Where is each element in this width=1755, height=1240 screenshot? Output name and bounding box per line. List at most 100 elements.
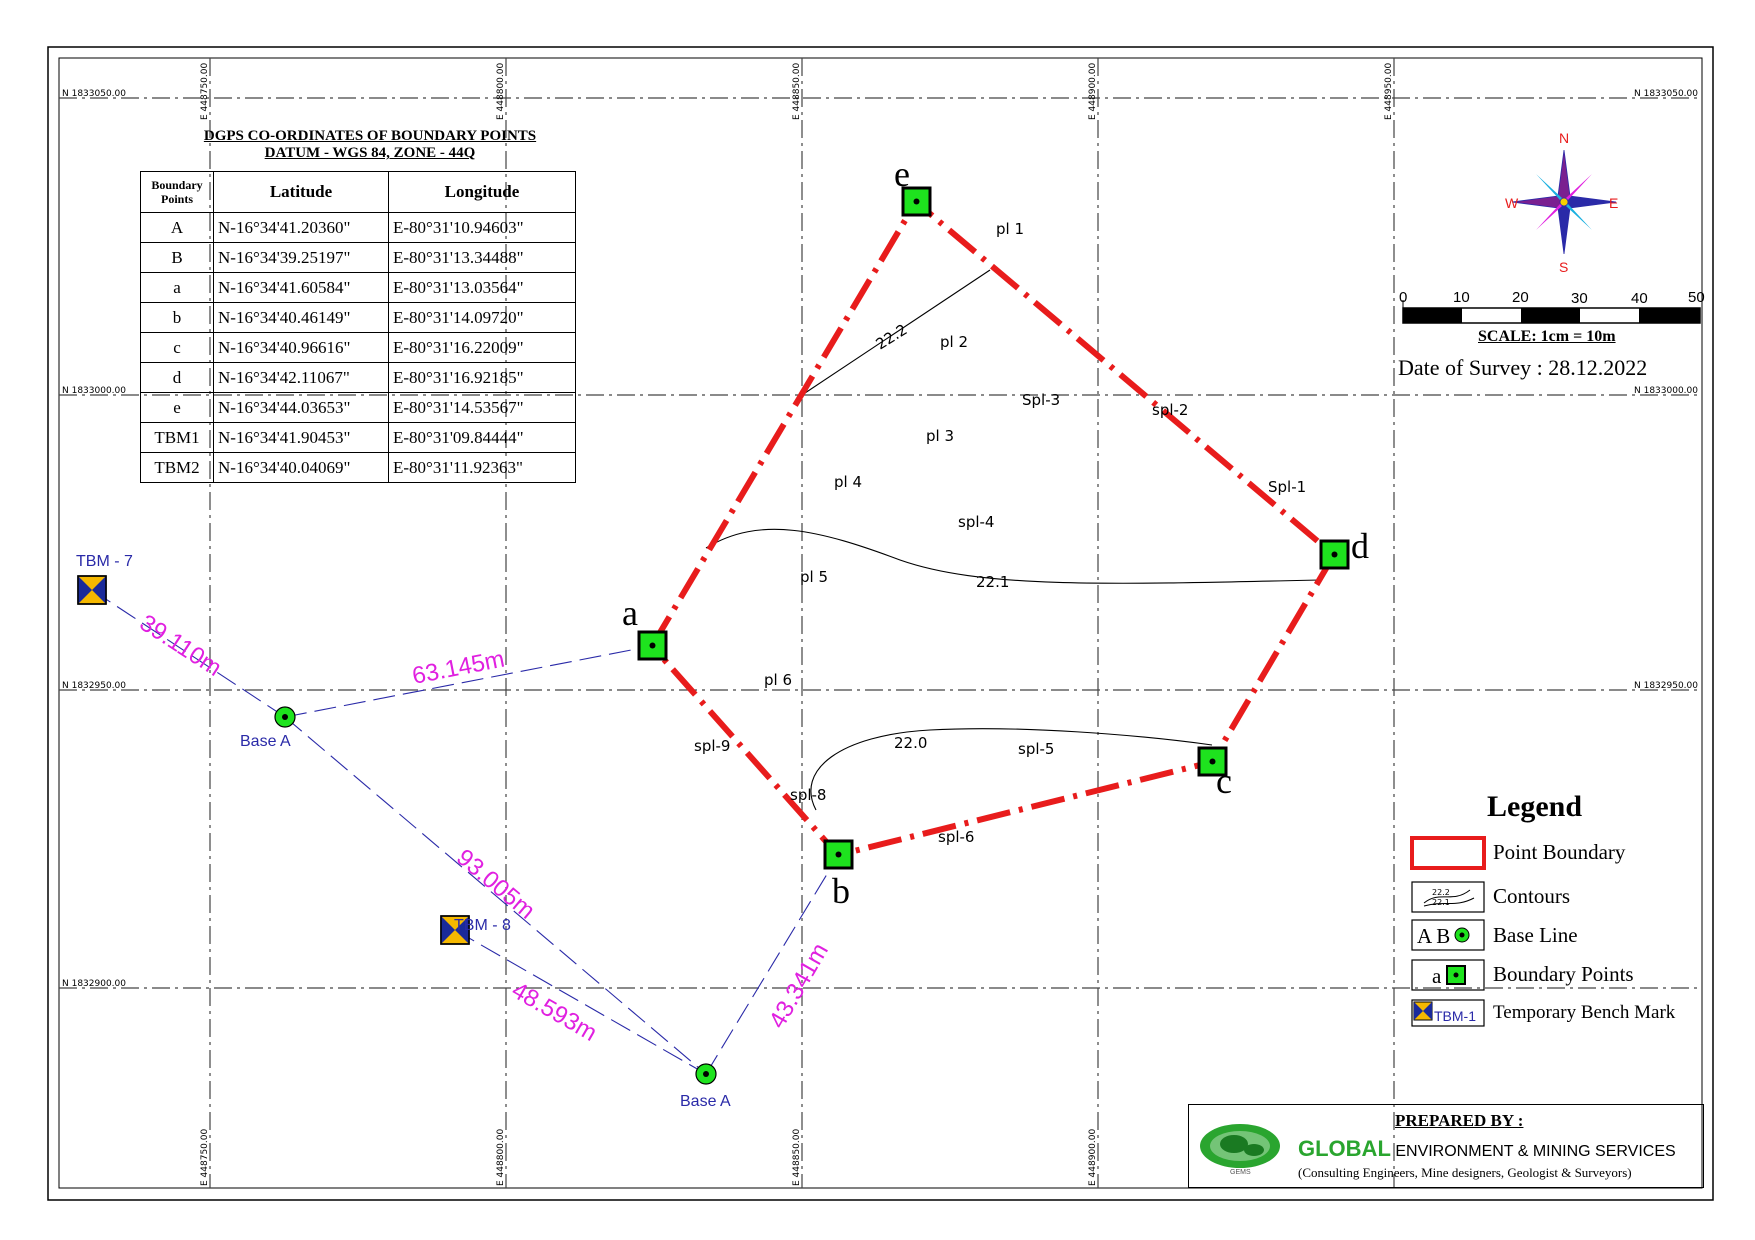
table-row: TBM2 N-16°34'40.04069" E-80°31'11.92363" [140,452,576,483]
cell-lat: N-16°34'44.03653" [213,392,389,423]
northing-labels: N 1833050.00 N 1833050.00 N 1833000.00 N… [62,89,1698,989]
grid-lines [59,58,1702,1188]
base-station-1[interactable] [274,706,296,728]
table-row: b N-16°34'40.46149" E-80°31'14.09720" [140,302,576,333]
inner-frame [58,57,1703,1189]
spot-label: pl 1 [996,220,1024,238]
easting-label: E 448750.00 [200,1129,210,1186]
scale-ticks: 0 10 20 30 40 50 [1399,289,1705,307]
legend-contour-text: 22.2 [1432,888,1450,897]
table-subtitle: DATUM - WGS 84, ZONE - 44Q [264,145,476,161]
compass-n: N [1559,130,1569,146]
boundary-point-labels: a b c d e [622,154,1369,911]
cell-point: c [140,332,214,363]
compass-w: W [1505,195,1519,211]
boundary-point-d[interactable] [1319,539,1350,570]
contour-labels: 22.2 22.1 22.0 [873,320,1010,752]
northing-label: N 1832900.00 [62,979,126,989]
legend-tbm-icon [1411,999,1485,1027]
spot-label: spl-6 [938,828,974,846]
northing-label: N 1833000.00 [1634,386,1698,396]
table-row: B N-16°34'39.25197" E-80°31'13.34488" [140,242,576,273]
compass-e: E [1609,195,1618,211]
company-name-bold: GLOBAL [1298,1136,1391,1161]
tbm-8-icon[interactable] [440,915,470,945]
contour-22-0 [810,728,1213,811]
spot-label: pl 6 [764,671,792,689]
spot-label: spl-9 [694,737,730,755]
boundary-point-a[interactable] [637,630,668,661]
cell-lon: E-80°31'16.22009" [388,332,576,363]
spot-label: pl 4 [834,473,862,491]
cell-lon: E-80°31'14.09720" [388,302,576,333]
boundary-point-c[interactable] [1197,746,1228,777]
legend-contour-icon [1411,881,1485,913]
contour-label: 22.2 [873,320,911,353]
contour-22-1 [705,528,1321,584]
easting-label: E 448900.00 [1088,1129,1098,1186]
legend-baseline-icon [1411,919,1485,951]
cell-lon: E-80°31'09.84444" [388,422,576,453]
cell-lat: N-16°34'40.04069" [213,452,389,483]
tbm-label: TBM - 7 [76,553,133,570]
distance-label: 93.005m [451,844,540,925]
cell-point: e [140,392,214,423]
point-label-a: a [622,593,638,633]
point-label-d: d [1351,526,1369,566]
cell-lon: E-80°31'14.53567" [388,392,576,423]
contour-22-2 [801,269,991,396]
outer-frame [47,46,1714,1201]
legend-item-point-boundary: Point Boundary [1493,840,1626,864]
cell-lat: N-16°34'39.25197" [213,242,389,273]
base-lines [91,589,839,1075]
legend-boundarypt-icon [1411,959,1485,991]
cell-lat: N-16°34'40.46149" [213,302,389,333]
easting-label: E 448900.00 [1088,63,1098,120]
point-label-b: b [832,871,850,911]
distance-labels: 39.110m 63.145m 93.005m 48.593m 43.341m [135,609,834,1047]
point-label-c: c [1216,761,1232,801]
easting-label: E 448750.00 [200,63,210,120]
company-name: GLOBAL ENVIRONMENT & MINING SERVICES [1298,1136,1676,1162]
legend-item-contours: Contours [1493,884,1571,908]
distance-label: 48.593m [507,977,601,1047]
cell-lon: E-80°31'13.03564" [388,272,576,303]
table-heading: DGPS CO-ORDINATES OF BOUNDARY POINTS DAT… [140,128,600,162]
scale-tick: 10 [1453,289,1470,306]
base-label: Base A [680,1093,731,1110]
easting-labels: E 448750.00 E 448800.00 E 448850.00 E 44… [200,63,1394,1186]
cell-lat: N-16°34'42.11067" [213,362,389,393]
compass-letters: N S E W [1505,130,1618,275]
cell-lon: E-80°31'16.92185" [388,362,576,393]
table-row: c N-16°34'40.96616" E-80°31'16.22009" [140,332,576,363]
cell-lat: N-16°34'41.20360" [213,212,389,243]
easting-label: E 448850.00 [792,1129,802,1186]
point-boundary [648,197,1338,859]
cell-lon: E-80°31'10.94603" [388,212,576,243]
northing-label: N 1832950.00 [62,681,126,691]
tbm-7-icon[interactable] [77,575,107,605]
col-header: Boundary Points [140,171,214,213]
spot-label: spl-2 [1152,401,1188,419]
boundary-point-b[interactable] [823,839,854,870]
spot-labels: pl 1 pl 2 pl 3 pl 4 pl 5 pl 6 Spl-3 spl-… [694,220,1306,846]
spot-label: pl 5 [800,568,828,586]
table-row: d N-16°34'42.11067" E-80°31'16.92185" [140,362,576,393]
easting-label: E 448950.00 [1384,63,1394,120]
northing-label: N 1833050.00 [62,89,126,99]
spot-label: pl 3 [926,427,954,445]
legend-tbm-text: TBM-1 [1434,1008,1476,1024]
boundary-point-e[interactable] [901,186,932,217]
cell-lat: N-16°34'41.60584" [213,272,389,303]
spot-label: spl-5 [1018,740,1054,758]
spot-label: Spl-3 [1022,391,1060,409]
base-station-2[interactable] [695,1063,717,1085]
northing-label: N 1832950.00 [1634,681,1698,691]
cell-point: A [140,212,214,243]
scale-tick: 50 [1688,289,1705,306]
col-header: Longitude [388,171,576,213]
table-header-row: Boundary Points Latitude Longitude [140,171,576,213]
distance-label: 63.145m [410,646,507,690]
spot-label: pl 2 [940,333,968,351]
cell-point: TBM1 [140,422,214,453]
